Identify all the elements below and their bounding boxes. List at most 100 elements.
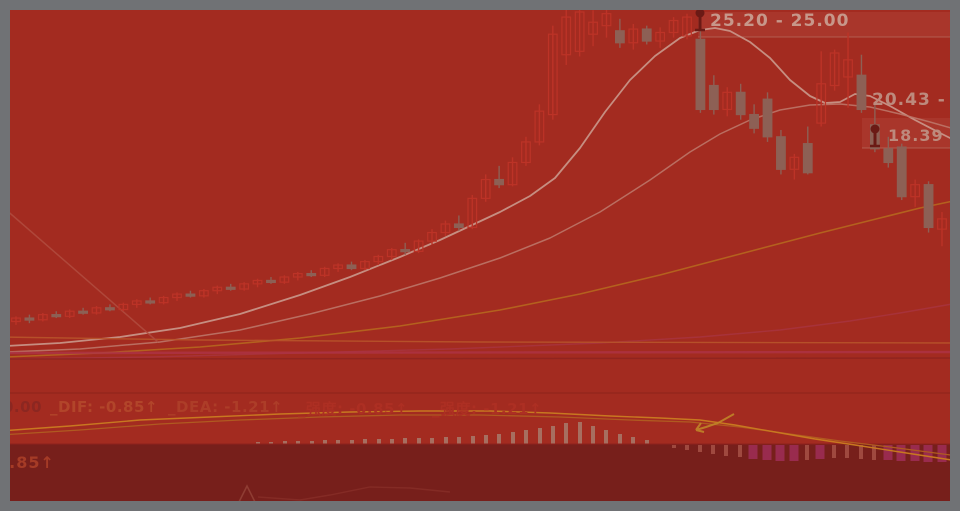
macd-bar-positive (578, 422, 582, 444)
up-candle-body (319, 267, 330, 276)
macd-bar-negative (805, 445, 809, 460)
down-candle-body (695, 38, 706, 111)
macd-bar-positive (430, 438, 434, 444)
macd-bar-negative (724, 445, 728, 456)
down-candle-body (78, 310, 89, 314)
up-candle-body (668, 19, 679, 34)
up-candle-body (333, 264, 343, 270)
descending-trend-line (3, 207, 159, 343)
macd-bar-negative (896, 445, 906, 461)
macd-bar-negative (883, 445, 893, 460)
up-candle-body (37, 314, 48, 321)
macd-bar-negative (859, 445, 863, 459)
up-candle-body (829, 52, 840, 87)
macd-bar-negative (815, 445, 825, 459)
macd-bar-positive (283, 441, 287, 444)
up-candle-body (480, 178, 491, 199)
lower-indicator-band (0, 444, 960, 511)
macd-bar-negative (685, 445, 689, 450)
macd-bar-positive (377, 439, 381, 444)
macd-bar-negative (738, 445, 742, 457)
macd-bar-negative (845, 445, 849, 458)
peak-price-band (698, 12, 950, 37)
up-candle-body (547, 33, 558, 116)
up-candle-body (816, 83, 827, 124)
down-candle-body (708, 84, 719, 111)
macd-bar-positive (511, 432, 515, 444)
macd-bar-positive (269, 442, 273, 444)
down-candle-body (641, 28, 652, 42)
peak-trade-pin (695, 8, 705, 32)
up-candle-body (655, 31, 666, 42)
macd-bar-negative (910, 445, 920, 461)
macd-bar-positive (604, 430, 608, 444)
up-candle-body (910, 184, 921, 198)
ma-mid-pink (5, 103, 959, 353)
up-candle-body (440, 223, 451, 234)
down-candle-body (453, 223, 464, 229)
ma-fast-white (5, 27, 959, 347)
macd-bar-positive (591, 426, 595, 444)
up-candle-body (937, 218, 947, 230)
macd-bar-positive (336, 440, 340, 444)
dea-line (0, 414, 959, 457)
macd-bar-positive (444, 437, 448, 444)
flat-orange-baseline (0, 336, 959, 344)
macd-bar-negative (698, 445, 702, 452)
macd-bar-positive (564, 423, 568, 444)
up-candle-body (64, 310, 75, 317)
macd-bar-positive (484, 435, 488, 444)
up-candle-body (91, 307, 102, 314)
macd-bar-negative (775, 445, 785, 461)
up-candle-body (601, 13, 612, 27)
ma-lines (0, 27, 959, 360)
down-candle-body (225, 286, 236, 290)
ma-slowest-crimson (5, 302, 959, 360)
dif-line (0, 410, 959, 462)
down-candle-body (51, 314, 62, 318)
macd-bar-positive (296, 441, 300, 444)
down-candle-body (735, 91, 746, 116)
gold-arrow-marker (695, 413, 735, 433)
macd-bar-negative (832, 445, 836, 458)
macd-bar-positive (350, 440, 354, 444)
down-candle-body (266, 279, 276, 284)
macd-bar-negative (762, 445, 772, 460)
up-candle-body (131, 300, 142, 305)
up-candle-body (628, 28, 639, 44)
up-candle-body (467, 197, 478, 229)
down-candle-body (802, 143, 813, 174)
macd-bar-positive (551, 426, 555, 444)
up-candle-body (843, 59, 853, 78)
macd-pane (0, 410, 960, 462)
macd-bar-positive (645, 440, 649, 444)
candle-series (11, 5, 947, 325)
macd-bar-positive (471, 436, 475, 444)
down-candle-body (494, 178, 505, 186)
macd-bar-positive (390, 439, 394, 444)
macd-bar-negative (672, 445, 676, 448)
macd-bar-positive (618, 434, 622, 444)
down-candle-body (856, 74, 867, 111)
down-candle-body (762, 98, 773, 138)
down-candle-body (306, 273, 317, 277)
up-candle-body (534, 110, 545, 143)
up-candle-body (118, 303, 129, 311)
down-candle-body (614, 30, 625, 44)
macd-bar-positive (323, 440, 327, 444)
up-candle-body (722, 91, 733, 111)
macd-bar-negative (711, 445, 715, 454)
down-candle-body (749, 113, 759, 129)
up-candle-body (427, 231, 437, 242)
up-candle-body (521, 141, 531, 164)
ma-slow-orange (5, 199, 959, 358)
down-candle-body (883, 148, 894, 164)
up-candle-body (373, 255, 384, 263)
up-candle-body (682, 16, 692, 37)
down-candle-body (105, 307, 115, 311)
up-candle-body (360, 261, 370, 270)
macd-bar-negative (748, 445, 758, 459)
down-candle-body (145, 300, 156, 304)
